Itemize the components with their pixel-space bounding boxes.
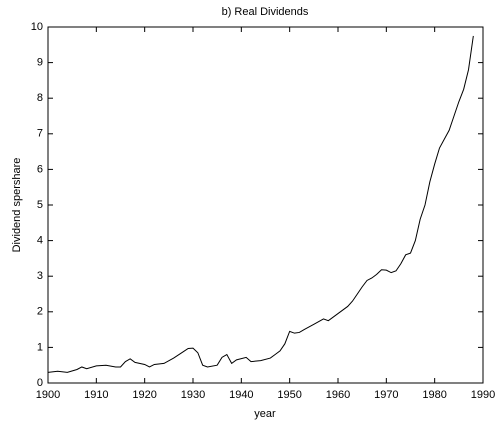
y-tick-label: 7 [37, 128, 43, 140]
y-axis-label: Dividend spershare [11, 158, 23, 253]
y-tick-label: 10 [31, 21, 43, 33]
x-tick-label: 1940 [229, 389, 253, 401]
y-tick-label: 8 [37, 92, 43, 104]
x-tick-label: 1920 [132, 389, 156, 401]
x-tick-label: 1900 [36, 389, 60, 401]
x-tick-label: 1960 [326, 389, 350, 401]
y-tick-label: 3 [37, 270, 43, 282]
y-tick-label: 4 [37, 235, 43, 247]
x-tick-label: 1970 [374, 389, 398, 401]
x-tick-label: 1930 [181, 389, 205, 401]
y-tick-label: 2 [37, 306, 43, 318]
y-tick-label: 6 [37, 163, 43, 175]
y-tick-label: 9 [37, 57, 43, 69]
plot-frame [47, 26, 484, 384]
x-axis-label: year [254, 408, 276, 420]
x-tick-label: 1910 [84, 389, 108, 401]
y-tick-label: 1 [37, 341, 43, 353]
data-line [47, 35, 474, 373]
x-tick-label: 1990 [471, 389, 495, 401]
y-tick-label: 5 [37, 199, 43, 211]
x-tick-label: 1980 [422, 389, 446, 401]
y-tick-label: 0 [37, 377, 43, 389]
chart-title: b) Real Dividends [222, 6, 309, 18]
x-tick-label: 1950 [277, 389, 301, 401]
